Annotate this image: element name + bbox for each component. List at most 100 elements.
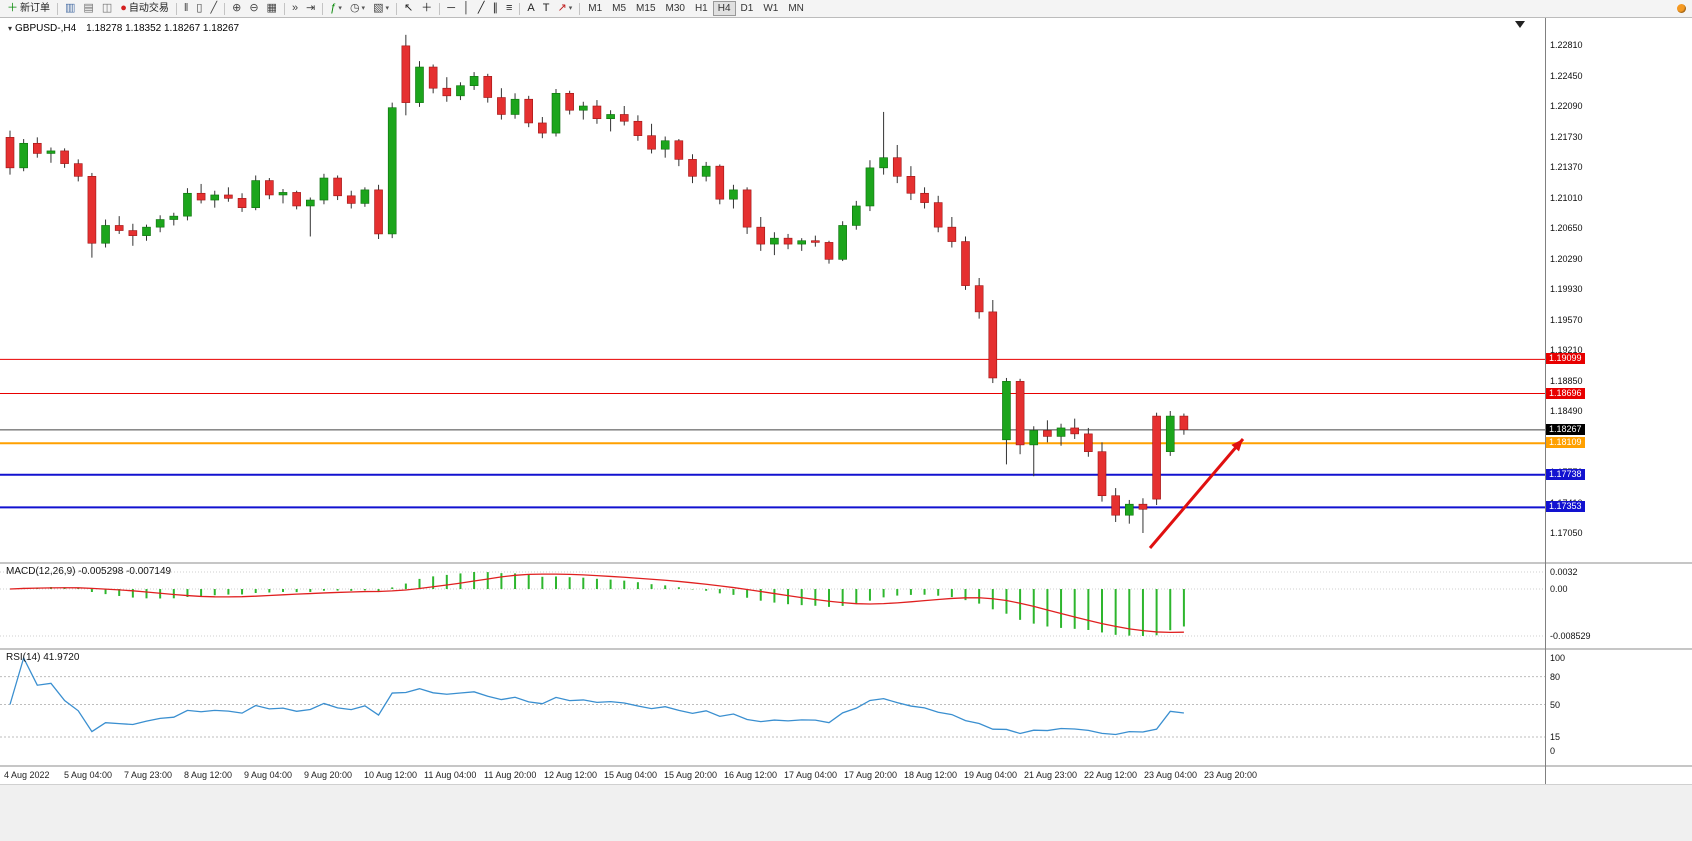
- text-icon: A: [527, 2, 535, 14]
- tile-windows-button[interactable]: ▦: [263, 1, 281, 16]
- macd-chart: [0, 571, 1545, 637]
- zoom-out-button[interactable]: ⊖: [245, 1, 262, 16]
- rsi-level-label: 100: [1550, 653, 1566, 663]
- macd-values: -0.005298 -0.007149: [78, 566, 172, 577]
- templates-button[interactable]: ▧ ▾: [369, 1, 393, 16]
- indicators-button[interactable]: ƒ ▾: [326, 1, 346, 16]
- timeframe-m15-button[interactable]: M15: [631, 1, 660, 16]
- market-watch-icon: ▥: [65, 2, 76, 14]
- pane-divider[interactable]: [0, 562, 1692, 564]
- candle-bullish: [456, 85, 465, 97]
- timeframe-h4-button[interactable]: H4: [712, 1, 736, 16]
- bar-chart-button[interactable]: ‖: [180, 1, 193, 16]
- fibonacci-button[interactable]: ≡: [502, 1, 516, 16]
- chart-menu-caret-icon[interactable]: ▾: [8, 24, 13, 33]
- channel-button[interactable]: ∥: [489, 1, 503, 16]
- candle-bearish: [647, 135, 656, 150]
- candle-bearish: [715, 165, 725, 200]
- tile-windows-icon: ▦: [266, 2, 277, 14]
- toolbar-separator: [175, 2, 177, 15]
- candle-bullish: [865, 167, 875, 207]
- candle-bullish: [1002, 381, 1011, 441]
- price-tick-label: 1.17050: [1550, 528, 1583, 538]
- market-watch-button[interactable]: ▥: [61, 1, 79, 16]
- toolbar-separator: [439, 2, 441, 15]
- candle-bullish: [838, 225, 847, 260]
- candle-bearish: [1043, 430, 1052, 437]
- vertical-line-icon: │: [463, 2, 470, 14]
- candle-bullish: [360, 189, 370, 204]
- candle-bearish: [538, 122, 547, 134]
- pane-divider[interactable]: [0, 648, 1692, 650]
- candle-bearish: [633, 120, 643, 136]
- candle-bearish: [933, 202, 943, 228]
- toolbar-separator: [395, 2, 397, 15]
- dropdown-caret-icon: ▾: [361, 5, 366, 12]
- chart-shift-marker[interactable]: [1515, 21, 1525, 28]
- trendline-button[interactable]: ╱: [474, 1, 489, 16]
- new-order-button-label: 新订单: [20, 2, 50, 14]
- data-window-icon: ▤: [83, 2, 94, 14]
- zoom-in-button[interactable]: ⊕: [228, 1, 245, 16]
- candle-bullish: [169, 215, 179, 220]
- timeframe-m30-button[interactable]: M30: [661, 1, 690, 16]
- candle-bullish: [19, 142, 28, 169]
- candle-bullish: [578, 105, 588, 111]
- timeframe-d1-button[interactable]: D1: [736, 1, 759, 16]
- candle-bullish: [1056, 427, 1066, 437]
- rsi-level-label: 0: [1550, 746, 1556, 756]
- new-order-button[interactable]: ＋新订单: [3, 1, 54, 16]
- horizontal-line-button[interactable]: ─: [443, 1, 459, 16]
- candle-bullish: [701, 165, 711, 177]
- trendline-icon: ╱: [477, 2, 485, 14]
- candle-bearish: [333, 177, 342, 197]
- time-axis-label: 15 Aug 04:00: [604, 770, 658, 780]
- candle-bearish: [524, 98, 534, 124]
- candlestick-chart-button[interactable]: ▯: [192, 1, 206, 16]
- rsi-pane[interactable]: RSI(14) 41.9720 100 80 50 15 0: [0, 650, 1692, 765]
- price-line-label: 1.18267: [1546, 423, 1585, 435]
- chart-shift-icon: ⇥: [306, 2, 316, 14]
- bottom-margin: [0, 784, 1692, 841]
- rsi-name: RSI(14): [6, 652, 41, 663]
- cursor-button[interactable]: ↖: [400, 1, 417, 16]
- macd-axis-label: 0.00: [1550, 584, 1568, 595]
- chart-shift-button[interactable]: ⇥: [302, 1, 319, 16]
- trend-arrow[interactable]: [1148, 438, 1245, 549]
- vertical-line-button[interactable]: │: [459, 1, 474, 16]
- line-chart-button[interactable]: ╱: [206, 1, 221, 16]
- time-axis-label: 11 Aug 20:00: [484, 770, 537, 780]
- candle-bearish: [619, 114, 629, 122]
- timeframe-m1-button[interactable]: M1: [583, 1, 607, 16]
- time-axis-label: 8 Aug 12:00: [184, 770, 233, 780]
- auto-scroll-button[interactable]: »: [288, 1, 302, 16]
- candle-bullish: [510, 98, 520, 115]
- auto-trading-button-label: 自动交易: [128, 2, 169, 14]
- data-window-button[interactable]: ▤: [79, 1, 97, 16]
- candle-bearish: [497, 97, 506, 115]
- macd-name: MACD(12,26,9): [6, 566, 76, 577]
- navigator-button[interactable]: ◫: [98, 1, 116, 16]
- candlestick-icon: ▯: [196, 2, 203, 14]
- macd-pane[interactable]: MACD(12,26,9) -0.005298 -0.007149 0.0032…: [0, 564, 1692, 648]
- timeframe-h1-button[interactable]: H1: [690, 1, 713, 16]
- timeframe-mn-button[interactable]: MN: [783, 1, 809, 16]
- candle-bearish: [906, 176, 916, 194]
- arrows-tool-button[interactable]: ↗ ▾: [554, 1, 577, 16]
- text-label-button[interactable]: T: [539, 1, 554, 16]
- zoom-out-icon: ⊖: [249, 2, 259, 14]
- timeframe-m5-button[interactable]: M5: [607, 1, 631, 16]
- crosshair-button[interactable]: ＋: [417, 1, 436, 16]
- line-chart-icon: ╱: [210, 2, 218, 14]
- timeframe-w1-button[interactable]: W1: [758, 1, 783, 16]
- text-button[interactable]: A: [523, 1, 538, 16]
- candle-bearish: [224, 194, 233, 199]
- auto-trading-button[interactable]: ● 自动交易: [116, 1, 173, 16]
- time-axis-label: 17 Aug 20:00: [844, 770, 898, 780]
- pane-divider[interactable]: [0, 765, 1692, 767]
- periods-button[interactable]: ◷ ▾: [346, 1, 369, 16]
- rsi-line: [9, 656, 1184, 736]
- candle-bearish: [73, 163, 83, 177]
- main-chart-pane[interactable]: ▾ GBPUSD-,H4 1.18278 1.18352 1.18267 1.182…: [0, 18, 1692, 562]
